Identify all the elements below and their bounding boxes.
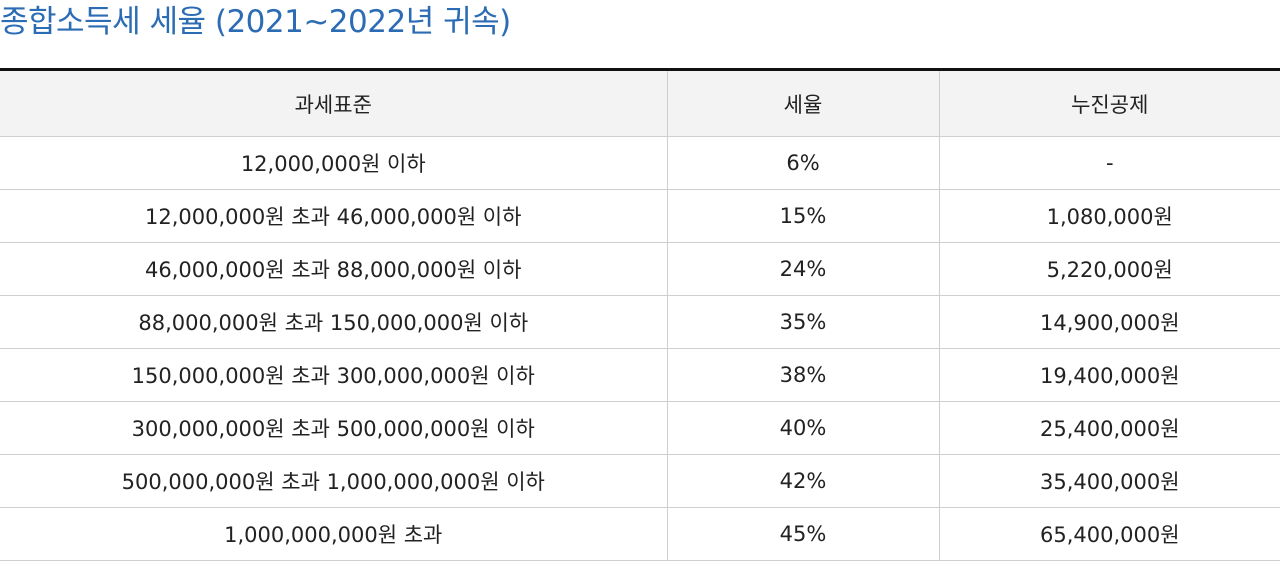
cell-tax-rate: 6% (667, 136, 940, 190)
cell-tax-base: 300,000,000원 초과 500,000,000원 이하 (0, 401, 668, 455)
page-title: 종합소득세 세율 (2021~2022년 귀속) (0, 4, 511, 40)
header-tax-base: 과세표준 (0, 69, 668, 137)
cell-tax-base: 46,000,000원 초과 88,000,000원 이하 (0, 242, 668, 296)
cell-tax-rate: 24% (667, 242, 940, 296)
header-progressive-deduction: 누진공제 (939, 69, 1280, 137)
cell-tax-base: 88,000,000원 초과 150,000,000원 이하 (0, 295, 668, 349)
header-row: 과세표준 세율 누진공제 (0, 69, 1280, 137)
cell-tax-rate: 35% (667, 295, 940, 349)
cell-tax-rate: 15% (667, 189, 940, 243)
cell-tax-base: 500,000,000원 초과 1,000,000,000원 이하 (0, 454, 668, 508)
cell-tax-rate: 38% (667, 348, 940, 402)
cell-deduction: 5,220,000원 (939, 242, 1280, 296)
table-row: 12,000,000원 초과 46,000,000원 이하 15% 1,080,… (0, 189, 1280, 243)
table-row: 46,000,000원 초과 88,000,000원 이하 24% 5,220,… (0, 242, 1280, 296)
cell-deduction: 19,400,000원 (939, 348, 1280, 402)
cell-tax-base: 12,000,000원 이하 (0, 136, 668, 190)
cell-tax-rate: 42% (667, 454, 940, 508)
cell-tax-base: 1,000,000,000원 초과 (0, 507, 668, 561)
table-row: 500,000,000원 초과 1,000,000,000원 이하 42% 35… (0, 454, 1280, 508)
cell-deduction: 14,900,000원 (939, 295, 1280, 349)
table-row: 150,000,000원 초과 300,000,000원 이하 38% 19,4… (0, 348, 1280, 402)
cell-deduction: - (939, 136, 1280, 190)
table-row: 88,000,000원 초과 150,000,000원 이하 35% 14,90… (0, 295, 1280, 349)
table-row: 12,000,000원 이하 6% - (0, 136, 1280, 190)
cell-tax-base: 150,000,000원 초과 300,000,000원 이하 (0, 348, 668, 402)
tax-rate-table: 과세표준 세율 누진공제 12,000,000원 이하 6% - 12,000,… (0, 68, 1280, 561)
cell-deduction: 35,400,000원 (939, 454, 1280, 508)
cell-deduction: 65,400,000원 (939, 507, 1280, 561)
header-tax-rate: 세율 (667, 69, 940, 137)
cell-tax-rate: 45% (667, 507, 940, 561)
cell-deduction: 1,080,000원 (939, 189, 1280, 243)
table-row: 300,000,000원 초과 500,000,000원 이하 40% 25,4… (0, 401, 1280, 455)
cell-deduction: 25,400,000원 (939, 401, 1280, 455)
cell-tax-base: 12,000,000원 초과 46,000,000원 이하 (0, 189, 668, 243)
table-body: 12,000,000원 이하 6% - 12,000,000원 초과 46,00… (0, 136, 1280, 561)
cell-tax-rate: 40% (667, 401, 940, 455)
table-header: 과세표준 세율 누진공제 (0, 69, 1280, 137)
table-row: 1,000,000,000원 초과 45% 65,400,000원 (0, 507, 1280, 561)
tax-rate-table-container: 과세표준 세율 누진공제 12,000,000원 이하 6% - 12,000,… (0, 68, 1280, 561)
